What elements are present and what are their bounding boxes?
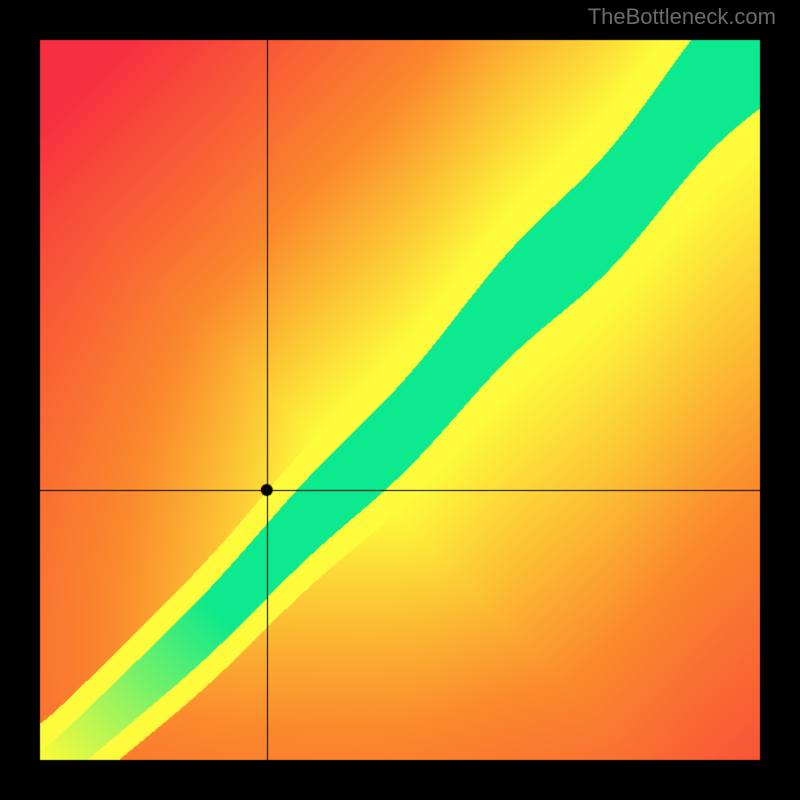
watermark-text: TheBottleneck.com xyxy=(588,4,776,30)
bottleneck-heatmap xyxy=(0,0,800,800)
